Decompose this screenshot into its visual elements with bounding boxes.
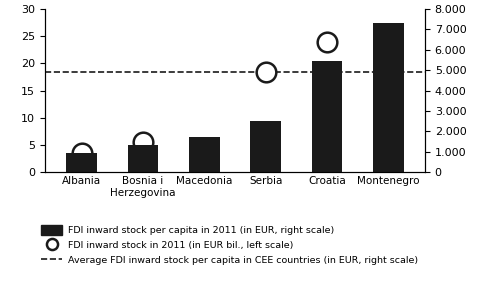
Point [78, 151, 86, 156]
Point [323, 39, 331, 44]
Bar [312, 61, 342, 172]
Bar [250, 121, 281, 172]
Point [262, 69, 270, 74]
Bar [189, 137, 220, 172]
Point [384, 164, 392, 169]
Bar [128, 145, 158, 172]
Bar [66, 153, 97, 172]
Bar [373, 23, 404, 172]
Point [200, 151, 208, 156]
Point [139, 140, 147, 145]
Legend: FDI inward stock per capita in 2011 (in EUR, right scale), FDI inward stock in 2: FDI inward stock per capita in 2011 (in … [38, 221, 422, 268]
